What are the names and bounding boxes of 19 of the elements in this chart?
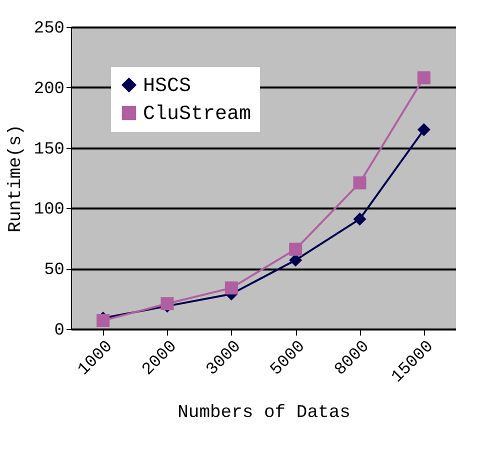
point (160, 297, 174, 310)
point (417, 71, 430, 84)
legend-label: CluStream (143, 103, 252, 126)
point (289, 242, 302, 256)
y-tick-label: 200 (34, 80, 64, 99)
point (96, 314, 110, 328)
point (224, 281, 238, 294)
point (353, 176, 366, 190)
y-tick-label: 0 (54, 322, 64, 340)
x-axis-title: Numbers of Datas (178, 402, 350, 423)
point (417, 123, 430, 136)
y-tick-label: 50 (44, 261, 64, 280)
y-tick-label: 250 (34, 20, 64, 38)
y-tick-label: 150 (34, 140, 64, 160)
y-tick-label: 100 (34, 200, 64, 220)
point (289, 254, 302, 267)
y-axis-title: Runtime(s) (6, 124, 26, 233)
point (353, 212, 366, 226)
legend-label: HSCS (143, 75, 192, 98)
